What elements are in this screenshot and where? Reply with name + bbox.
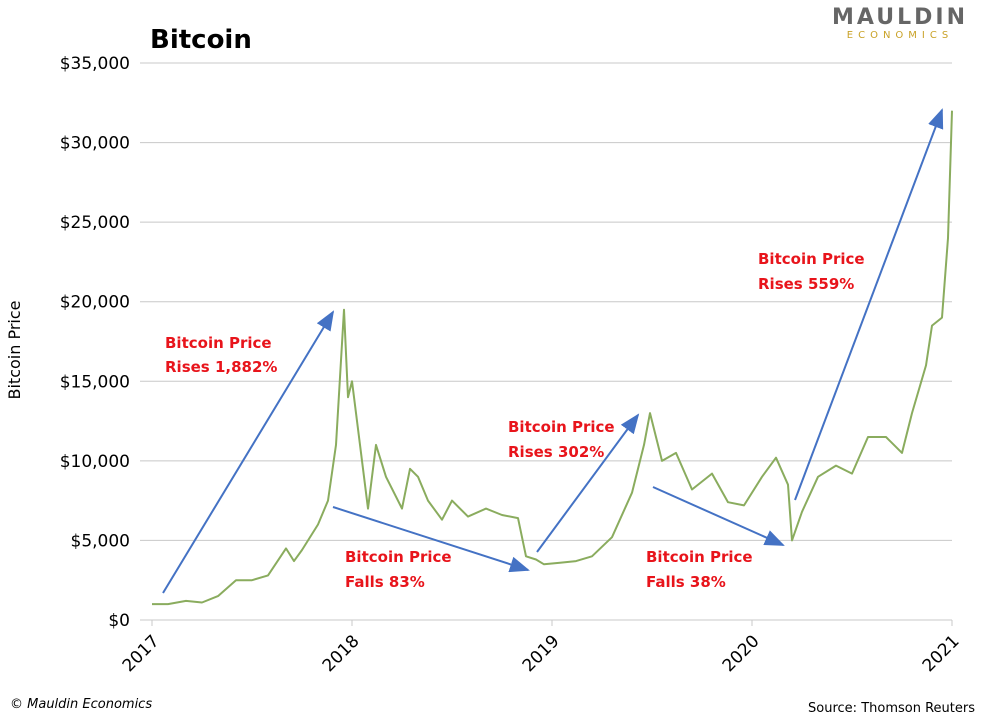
annotation: Rises 559% — [758, 275, 854, 293]
arrow — [332, 506, 530, 573]
x-tick-label: 2021 — [919, 631, 964, 676]
y-tick-label: $0 — [108, 611, 130, 631]
chart-title: Bitcoin — [150, 25, 252, 55]
logo-name: MAULDIN — [832, 5, 968, 30]
price-line — [152, 110, 953, 606]
arrow — [162, 310, 335, 594]
logo-tagline: ECONOMICS — [847, 30, 953, 41]
annotation: Bitcoin Price — [646, 548, 753, 566]
source: Source: Thomson Reuters — [808, 701, 975, 716]
y-tick-label: $5,000 — [71, 531, 130, 551]
arrow — [536, 413, 640, 553]
annotation: Bitcoin Price — [758, 250, 865, 268]
y-axis-label: Bitcoin Price — [5, 301, 24, 400]
y-tick-label: $20,000 — [60, 293, 130, 313]
y-tick-label: $35,000 — [60, 54, 130, 74]
annotation: Bitcoin Price — [345, 548, 452, 566]
copyright: © Mauldin Economics — [10, 697, 152, 712]
annotation: Bitcoin Price — [508, 418, 615, 436]
annotation: Rises 1,882% — [165, 358, 277, 376]
y-tick-label: $15,000 — [60, 372, 130, 392]
x-tick-label: 2017 — [119, 631, 164, 676]
annotation: Falls 83% — [345, 573, 425, 591]
x-tick-label: 2018 — [319, 631, 364, 676]
y-tick-label: $10,000 — [60, 452, 130, 472]
arrow — [794, 108, 944, 501]
arrow — [652, 486, 785, 546]
annotation: Rises 302% — [508, 443, 604, 461]
annotation: Bitcoin Price — [165, 334, 272, 352]
x-tick-label: 2019 — [519, 631, 564, 676]
y-tick-label: $25,000 — [60, 213, 130, 233]
annotation: Falls 38% — [646, 573, 726, 591]
x-tick-label: 2020 — [719, 631, 764, 676]
y-tick-label: $30,000 — [60, 134, 130, 154]
